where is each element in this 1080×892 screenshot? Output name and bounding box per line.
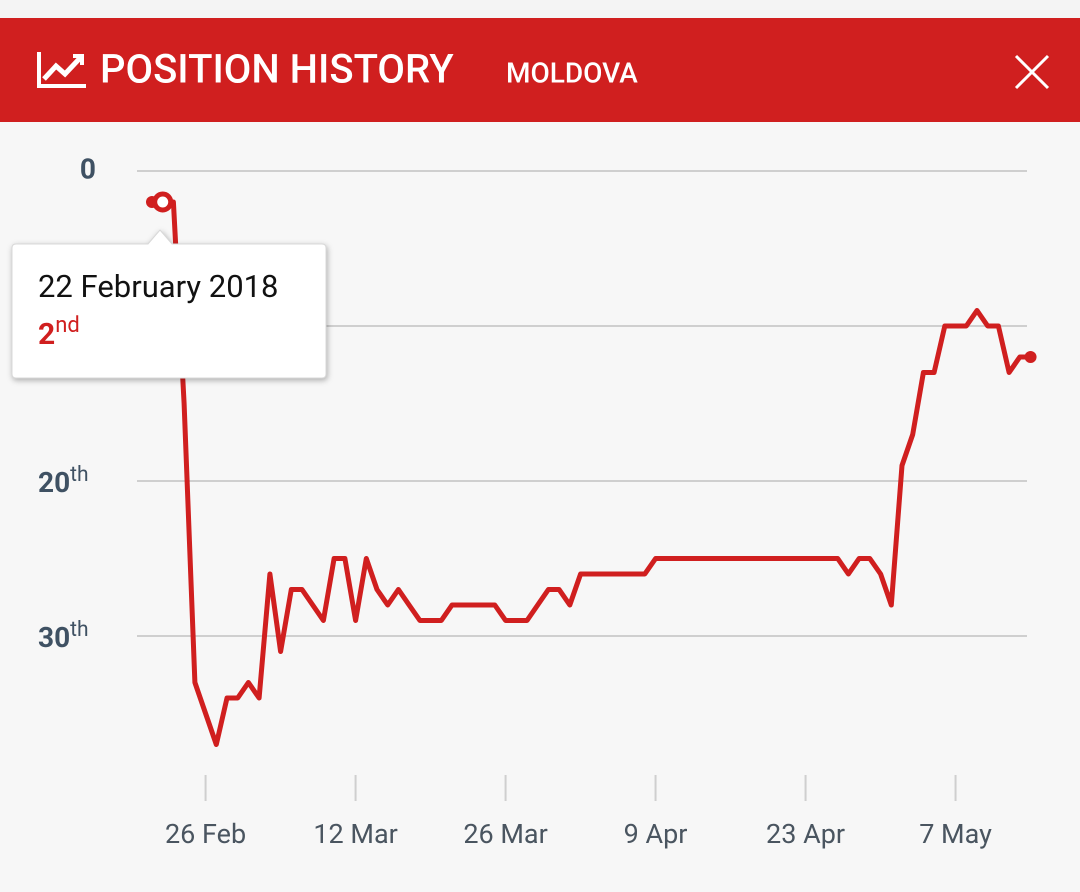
tooltip-rank-number: 2 [38,317,55,352]
chart-icon [37,52,86,88]
tooltip: 22 February 2018 2nd [11,229,327,379]
close-button[interactable] [1005,45,1059,99]
tooltip-rank-ordinal: nd [55,313,80,338]
tooltip-date: 22 February 2018 [38,268,278,305]
x-tick-label: 9 Apr [624,818,688,850]
x-tick-label: 26 Mar [463,818,547,850]
tooltip-box [11,229,327,379]
y-tick-label: 30th [38,618,89,655]
tooltip-rank: 2nd [38,313,80,352]
position-line [149,199,1033,747]
y-tick-ordinal: th [70,618,88,642]
y-tick-label: 20th [38,463,89,500]
end-point [1024,351,1037,363]
y-tick-ordinal: th [70,463,88,487]
y-tick-number: 20 [38,466,70,499]
x-tick-label: 23 Apr [766,818,845,850]
header-title: POSITION HISTORY [100,46,454,93]
y-tick-label: 0 [80,152,96,185]
hover-point [152,191,174,213]
top-strip [0,0,1080,18]
x-tick-label: 7 May [919,818,992,850]
header-subtitle: MOLDOVA [506,56,638,89]
header-bar [0,18,1080,122]
x-tick-label: 12 Mar [313,818,397,850]
y-tick-number: 30 [38,621,70,654]
x-tick-label: 26 Feb [165,818,246,850]
